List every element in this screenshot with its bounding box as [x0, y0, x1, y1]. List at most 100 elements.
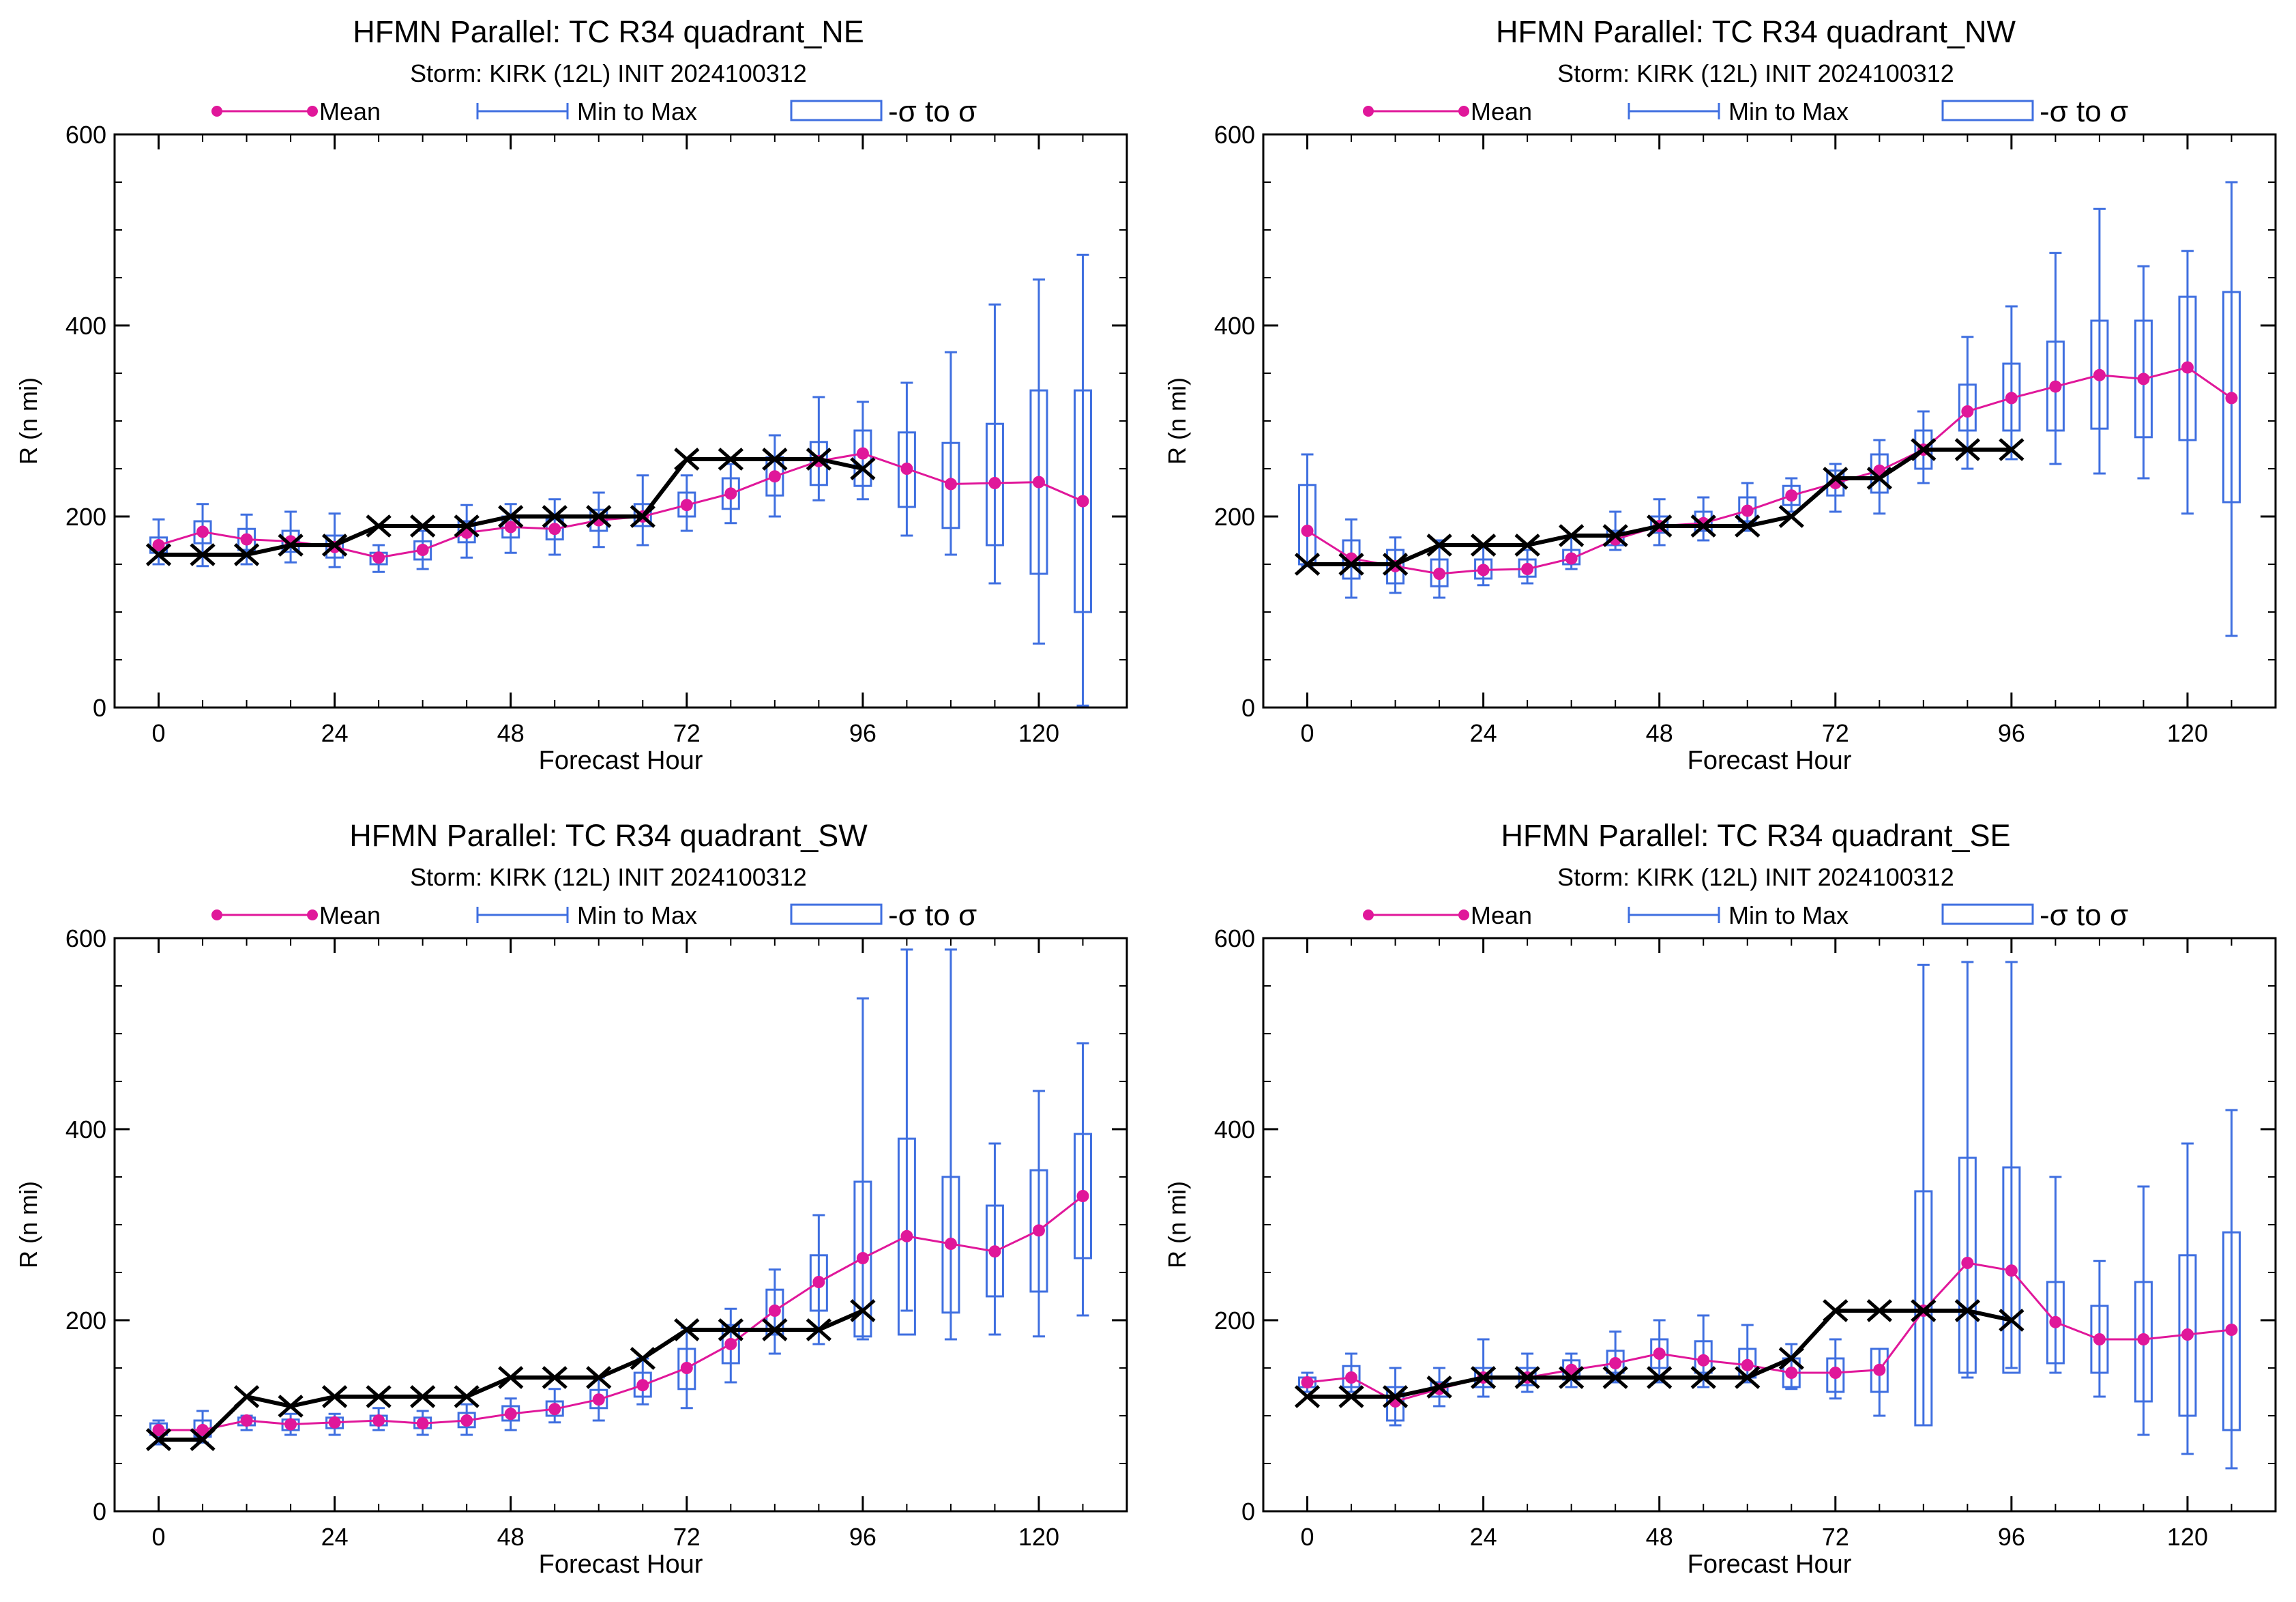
- chart-panel-ne: HFMN Parallel: TC R34 quadrant_NE Storm:…: [14, 14, 1128, 775]
- x-tick-label: 96: [849, 1523, 877, 1551]
- chart-panel-nw: HFMN Parallel: TC R34 quadrant_NW Storm:…: [1163, 14, 2277, 775]
- sigma-box: [2134, 1281, 2153, 1403]
- mean-point: [240, 533, 253, 546]
- mean-point: [856, 1252, 869, 1264]
- mean-point: [812, 1276, 825, 1288]
- mean-point: [2181, 361, 2194, 374]
- mean-line: [158, 1195, 1084, 1431]
- x-tick-label: 24: [321, 1523, 349, 1551]
- sigma-box: [1826, 1357, 1845, 1393]
- sigma-box: [589, 1388, 608, 1410]
- mean-point: [2225, 1324, 2238, 1336]
- sigma-box: [1958, 383, 1977, 432]
- mean-point: [1076, 495, 1089, 508]
- chart-panel-sw: HFMN Parallel: TC R34 quadrant_SW Storm:…: [14, 818, 1128, 1579]
- mean-point: [504, 1408, 517, 1421]
- x-tick-label: 48: [497, 1523, 525, 1551]
- mean-point: [372, 551, 385, 564]
- x-tick-label: 120: [2167, 1523, 2208, 1551]
- sigma-box: [1342, 1365, 1361, 1388]
- y-axis-label: R (n mi): [14, 1181, 42, 1268]
- mean-point: [1697, 1354, 1710, 1367]
- legend-mean-label: Mean: [1471, 98, 1532, 126]
- x-tick-label: 72: [673, 1523, 701, 1551]
- x-tick-label: 0: [1301, 1523, 1314, 1551]
- sigma-box: [985, 422, 1004, 547]
- chart-subtitle: Storm: KIRK (12L) INIT 2024100312: [1557, 863, 1954, 891]
- mean-point: [2049, 380, 2062, 393]
- mean-point: [636, 1379, 649, 1392]
- chart-panel-se: HFMN Parallel: TC R34 quadrant_SE Storm:…: [1163, 818, 2277, 1579]
- chart-title: HFMN Parallel: TC R34 quadrant_NW: [1496, 14, 2016, 49]
- mean-point: [372, 1414, 385, 1427]
- chart-subtitle: Storm: KIRK (12L) INIT 2024100312: [410, 863, 807, 891]
- sigma-box: [1073, 1133, 1092, 1259]
- mean-point: [1785, 1367, 1798, 1379]
- mean-point: [1433, 568, 1446, 580]
- legend-mean-label: Mean: [319, 98, 381, 126]
- y-tick-label: 400: [65, 312, 106, 340]
- mean-point: [1961, 1257, 1974, 1269]
- mean-point: [1345, 1371, 1358, 1384]
- plot-frame: [113, 133, 1128, 709]
- y-tick-label: 200: [1214, 503, 1255, 531]
- legend-sigma-label: -σ to σ: [2040, 95, 2128, 128]
- x-tick-label: 24: [321, 719, 349, 747]
- mean-point: [2137, 373, 2150, 385]
- mean-point: [856, 447, 869, 460]
- mean-point: [2093, 1333, 2106, 1345]
- y-tick-label: 600: [65, 924, 106, 952]
- plot-area: 0 24 48 72 96 120 0 200 400 600: [1214, 924, 2277, 1551]
- legend-mean-marker: [1363, 909, 1374, 920]
- legend-mean-marker: [1363, 106, 1374, 117]
- mean-point: [2181, 1328, 2194, 1341]
- mean-point: [724, 1338, 737, 1350]
- legend-sigma-box: [790, 100, 883, 121]
- sigma-box: [677, 491, 696, 518]
- sigma-box: [1738, 496, 1757, 523]
- legend-mean-marker: [1458, 909, 1469, 920]
- mean-point: [1301, 525, 1314, 537]
- mean-point: [2049, 1315, 2062, 1328]
- legend: Mean Min to Max -σ to σ: [211, 95, 977, 128]
- mean-point: [196, 1424, 209, 1436]
- x-tick-label: 48: [497, 719, 525, 747]
- y-tick-label: 200: [1214, 1307, 1255, 1335]
- sigma-box: [1914, 1190, 1933, 1427]
- sigma-box: [721, 477, 740, 510]
- sigma-box: [809, 1254, 828, 1312]
- mean-point: [768, 470, 781, 483]
- sigma-box: [2046, 340, 2065, 432]
- mean-point: [1829, 1367, 1842, 1379]
- mean-line: [158, 452, 1084, 559]
- legend-range-label: Min to Max: [577, 901, 697, 929]
- mean-point: [1873, 1363, 1886, 1376]
- mean-line: [1306, 366, 2233, 575]
- mean-point: [152, 539, 165, 551]
- mean-point: [1301, 1376, 1314, 1388]
- mean-point: [2225, 392, 2238, 405]
- y-tick-label: 200: [65, 503, 106, 531]
- plot-frame: [1262, 133, 2277, 709]
- mean-point: [680, 499, 693, 512]
- mean-point: [416, 544, 429, 556]
- mean-point: [944, 1238, 957, 1250]
- mean-point: [724, 487, 737, 500]
- sigma-box: [633, 1371, 652, 1398]
- plot-area: 0 24 48 72 96 120 0 200 400 600: [65, 924, 1128, 1551]
- x-tick-label: 120: [1018, 1523, 1059, 1551]
- sigma-box: [2090, 319, 2109, 430]
- mean-point: [2093, 368, 2106, 381]
- x-tick-label: 0: [1301, 719, 1314, 747]
- mean-point: [988, 477, 1001, 489]
- chart-title: HFMN Parallel: TC R34 quadrant_SW: [349, 818, 868, 853]
- sigma-box: [1073, 389, 1092, 613]
- plot-area: 0 24 48 72 96 120 0 200 400 600: [1214, 121, 2277, 747]
- mean-point: [240, 1414, 253, 1427]
- mean-point: [548, 523, 561, 536]
- x-tick-label: 48: [1646, 719, 1673, 747]
- x-tick-label: 120: [1018, 719, 1059, 747]
- mean-point: [592, 1393, 605, 1406]
- x-tick-label: 48: [1646, 1523, 1673, 1551]
- y-tick-label: 0: [93, 1498, 106, 1526]
